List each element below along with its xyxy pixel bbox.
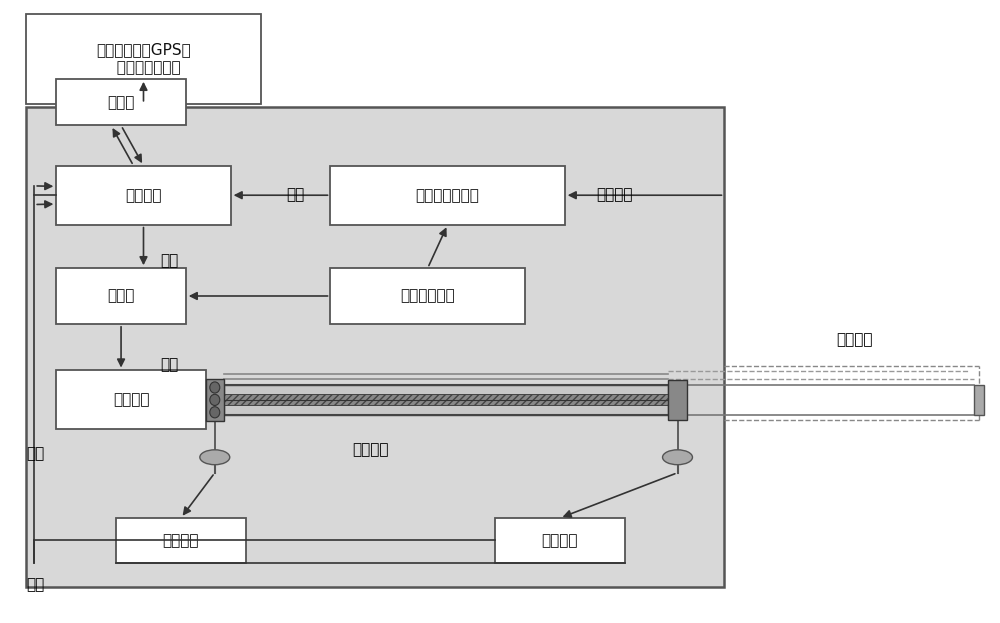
- Bar: [224, 385, 668, 415]
- FancyBboxPatch shape: [56, 79, 186, 125]
- Text: 行程限位: 行程限位: [163, 533, 199, 548]
- Bar: [668, 380, 687, 420]
- FancyBboxPatch shape: [56, 166, 231, 225]
- Ellipse shape: [210, 394, 220, 406]
- Text: 数据: 数据: [26, 577, 45, 592]
- Bar: [206, 379, 224, 421]
- Text: 指令: 指令: [160, 253, 178, 268]
- Text: 数据: 数据: [286, 188, 305, 202]
- Text: 步进电机: 步进电机: [113, 392, 149, 407]
- Text: 主控制器: 主控制器: [125, 188, 162, 202]
- Text: 驱动器: 驱动器: [107, 288, 135, 303]
- Text: 高度传感器、GPS、
  开伞索开关状态: 高度传感器、GPS、 开伞索开关状态: [96, 42, 191, 75]
- Text: 指令: 指令: [160, 357, 178, 372]
- Bar: [224, 394, 668, 406]
- Bar: [26, 107, 724, 587]
- Text: 气流数据采集卡: 气流数据采集卡: [416, 188, 480, 202]
- Text: 传感器头: 传感器头: [836, 332, 872, 347]
- FancyBboxPatch shape: [495, 518, 625, 563]
- Ellipse shape: [663, 450, 692, 465]
- Ellipse shape: [210, 382, 220, 393]
- FancyBboxPatch shape: [56, 268, 186, 324]
- FancyBboxPatch shape: [26, 14, 261, 103]
- Text: 气流数据: 气流数据: [596, 188, 633, 202]
- Text: 行程限位: 行程限位: [542, 533, 578, 548]
- Text: 可充电电池组: 可充电电池组: [400, 288, 455, 303]
- Ellipse shape: [200, 450, 230, 465]
- Text: 存储器: 存储器: [107, 95, 135, 110]
- FancyBboxPatch shape: [330, 268, 525, 324]
- Ellipse shape: [210, 407, 220, 418]
- FancyBboxPatch shape: [330, 166, 565, 225]
- FancyBboxPatch shape: [56, 371, 206, 429]
- Text: 数据: 数据: [26, 447, 45, 462]
- FancyBboxPatch shape: [116, 518, 246, 563]
- Bar: [974, 385, 984, 415]
- Text: 直线滑轨: 直线滑轨: [352, 442, 389, 457]
